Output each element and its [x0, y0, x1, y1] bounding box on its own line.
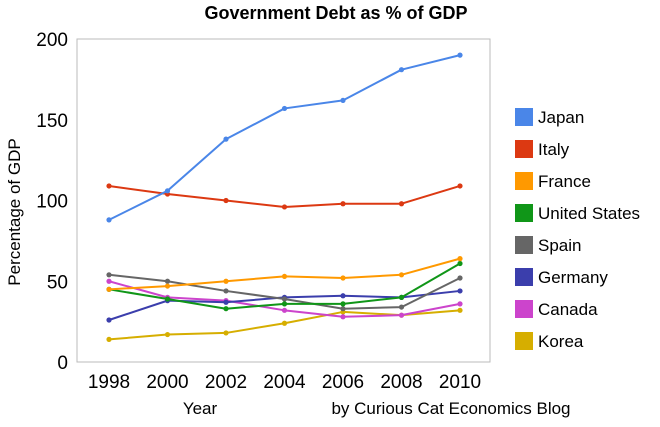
series-france	[106, 256, 463, 292]
data-point-japan	[281, 105, 288, 112]
data-point-spain	[281, 296, 288, 302]
data-point-japan	[106, 217, 112, 223]
legend-swatch	[515, 236, 533, 254]
x-tick-label: 2004	[263, 372, 306, 393]
y-tick-label: 50	[47, 272, 68, 293]
series-layer	[106, 52, 463, 342]
x-tick-label: 2000	[146, 372, 188, 393]
legend-swatch	[515, 172, 533, 190]
data-point-canada	[106, 278, 112, 284]
data-point-korea	[106, 336, 112, 342]
data-point-germany	[340, 293, 346, 299]
y-tick-label: 150	[36, 111, 68, 132]
data-point-japan	[340, 97, 346, 103]
legend-item-japan: Japan	[515, 108, 584, 127]
data-point-italy	[281, 204, 288, 210]
legend-swatch	[515, 300, 533, 318]
series-spain	[106, 272, 463, 312]
data-point-spain	[106, 272, 112, 278]
legend-label: United States	[538, 204, 640, 223]
y-tick-label: 100	[36, 192, 68, 213]
data-point-france	[398, 272, 405, 278]
y-axis-ticks: 0 50 100 150 200	[36, 30, 68, 374]
legend-item-spain: Spain	[515, 236, 581, 255]
x-tick-label: 2002	[205, 372, 247, 393]
legend-label: Canada	[538, 300, 598, 319]
data-point-united-states	[223, 306, 229, 312]
legend-item-united-states: United States	[515, 204, 640, 223]
legend-item-germany: Germany	[515, 268, 608, 287]
data-point-united-states	[457, 260, 463, 267]
data-point-italy	[340, 201, 346, 207]
data-point-italy	[457, 183, 463, 189]
legend-swatch	[515, 140, 533, 158]
data-point-canada	[281, 307, 288, 313]
x-tick-label: 2010	[439, 372, 481, 393]
data-point-spain	[223, 288, 229, 294]
legend-label: Korea	[538, 332, 584, 351]
data-point-france	[106, 286, 112, 292]
credit-text: by Curious Cat Economics Blog	[331, 399, 570, 418]
x-axis-title: Year	[183, 399, 218, 418]
legend-swatch	[515, 108, 533, 126]
y-tick-label: 200	[36, 30, 68, 51]
data-point-france	[164, 283, 171, 289]
legend-swatch	[515, 268, 533, 286]
series-japan	[106, 52, 463, 223]
data-point-canada	[457, 301, 463, 307]
data-point-germany	[106, 317, 112, 323]
legend-label: Italy	[538, 140, 570, 159]
data-point-france	[340, 275, 346, 281]
data-point-korea	[164, 331, 171, 338]
data-point-japan	[164, 188, 171, 194]
data-point-canada	[340, 314, 346, 320]
data-point-united-states	[164, 296, 171, 302]
legend-item-france: France	[515, 172, 591, 191]
legend-item-korea: Korea	[515, 332, 584, 351]
data-point-japan	[223, 136, 229, 142]
legend-label: Germany	[538, 268, 608, 287]
data-point-korea	[457, 307, 463, 313]
data-point-japan	[398, 67, 405, 73]
legend-label: Japan	[538, 108, 584, 127]
y-tick-label: 0	[57, 353, 68, 374]
x-tick-label: 2008	[380, 372, 422, 393]
legend-label: France	[538, 172, 591, 191]
data-point-france	[223, 278, 229, 284]
data-point-italy	[398, 201, 405, 207]
legend-label: Spain	[538, 236, 581, 255]
data-point-germany	[223, 299, 229, 305]
data-point-spain	[340, 306, 346, 312]
data-point-germany	[457, 288, 463, 294]
data-point-spain	[398, 304, 405, 310]
data-point-united-states	[281, 301, 288, 307]
legend-swatch	[515, 204, 533, 222]
data-point-france	[281, 273, 288, 280]
data-point-france	[457, 256, 463, 262]
x-tick-label: 1998	[88, 372, 130, 393]
data-point-canada	[398, 312, 405, 318]
x-tick-label: 2006	[322, 372, 364, 393]
legend: Japan Italy France United States Spain German…	[515, 108, 640, 351]
x-axis-ticks: 1998 2000 2002 2004 2006 2008 2010	[88, 372, 481, 393]
data-point-spain	[457, 275, 463, 281]
data-point-korea	[223, 330, 229, 336]
data-point-italy	[223, 197, 229, 204]
chart-title: Government Debt as % of GDP	[204, 3, 467, 23]
legend-item-canada: Canada	[515, 300, 598, 319]
data-point-italy	[106, 183, 112, 189]
data-point-united-states	[398, 294, 405, 300]
data-point-spain	[164, 278, 171, 284]
data-point-united-states	[340, 301, 346, 307]
data-point-japan	[457, 52, 463, 58]
data-point-korea	[281, 320, 288, 326]
legend-swatch	[515, 332, 533, 350]
y-axis-title: Percentage of GDP	[5, 138, 24, 285]
legend-item-italy: Italy	[515, 140, 570, 159]
